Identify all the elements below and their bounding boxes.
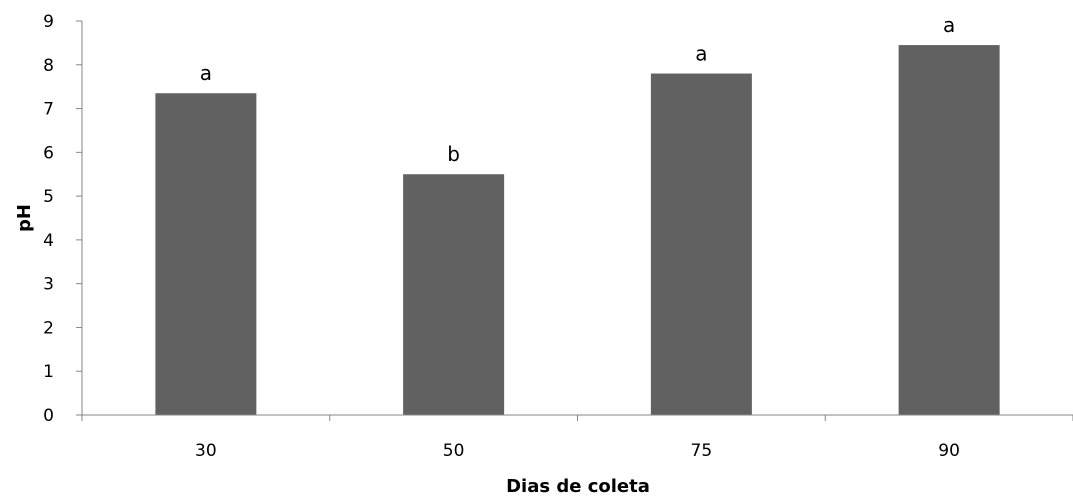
y-tick-label: 1 — [43, 362, 54, 382]
data-label-50: b — [447, 142, 460, 166]
x-axis-title: Dias de coleta — [506, 476, 650, 497]
y-axis-title: pH — [14, 204, 35, 232]
bar-50 — [403, 174, 505, 415]
x-tick-label: 30 — [195, 441, 217, 461]
y-tick-label: 7 — [43, 100, 54, 120]
data-label-30: a — [200, 61, 212, 85]
y-tick-label: 8 — [43, 56, 54, 76]
y-tick-label: 6 — [43, 143, 54, 163]
y-tick-label: 0 — [43, 406, 54, 426]
y-tick-label: 5 — [43, 187, 54, 207]
bar-30 — [155, 93, 257, 415]
x-tick-label: 50 — [443, 441, 465, 461]
y-tick-label: 4 — [43, 231, 54, 251]
plot-area: 0 1 2 3 4 5 6 7 8 9 30 50 75 90 a b a a — [43, 12, 1073, 461]
y-tick-label: 2 — [43, 318, 54, 338]
data-label-90: a — [943, 13, 955, 37]
x-tick-label: 90 — [938, 441, 960, 461]
y-tick-label: 9 — [43, 12, 54, 32]
x-tick-label: 75 — [691, 441, 713, 461]
y-tick-label: 3 — [43, 275, 54, 295]
bar-90 — [898, 45, 1000, 415]
bar-75 — [650, 73, 752, 416]
data-label-75: a — [695, 42, 707, 66]
